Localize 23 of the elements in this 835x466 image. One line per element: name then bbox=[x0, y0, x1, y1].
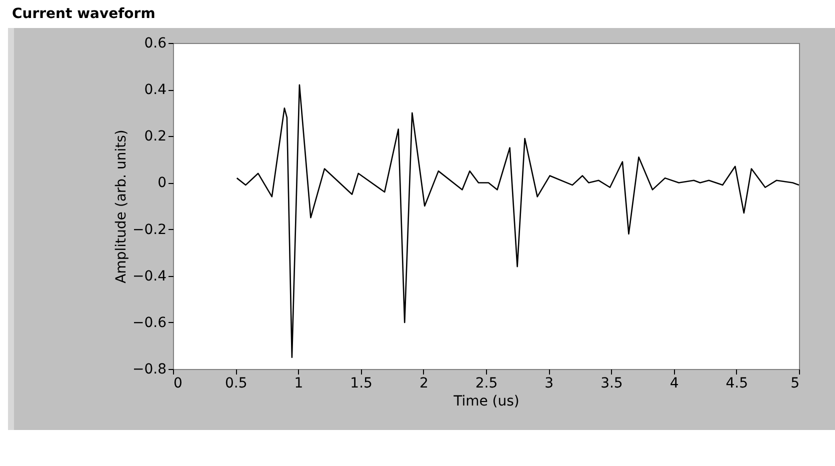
y-tick-label: −0.6 bbox=[132, 314, 167, 331]
y-tick-label: 0.4 bbox=[144, 82, 167, 98]
x-tick-label: 3 bbox=[544, 376, 554, 392]
x-tick-label: 0.5 bbox=[224, 376, 248, 392]
x-tick-label: 1 bbox=[294, 376, 304, 392]
x-tick-label: 2.5 bbox=[475, 376, 498, 392]
x-tick-label: 0 bbox=[174, 376, 182, 392]
y-tick-label: −0.2 bbox=[132, 222, 166, 238]
x-axis-title: Time (us) bbox=[452, 394, 520, 410]
x-tick-label: 1.5 bbox=[350, 376, 372, 392]
x-tick-label: 4.5 bbox=[726, 376, 748, 392]
y-axis-title: Amplitude (arb. units) bbox=[114, 130, 130, 284]
chart-title: Current waveform bbox=[11, 5, 156, 24]
x-tick-label: 4 bbox=[670, 376, 679, 392]
y-tick-label: −0.8 bbox=[132, 362, 166, 378]
y-tick-label: −0.4 bbox=[132, 268, 167, 284]
y-tick-label: 0.2 bbox=[144, 128, 166, 145]
x-tick-label: 5 bbox=[790, 376, 800, 392]
line-series bbox=[236, 84, 799, 358]
x-tick-label: 2 bbox=[419, 376, 428, 392]
x-tick-label: 3.5 bbox=[600, 376, 623, 392]
y-tick-label: 0 bbox=[158, 175, 166, 192]
y-tick-label: 0.6 bbox=[144, 36, 167, 52]
